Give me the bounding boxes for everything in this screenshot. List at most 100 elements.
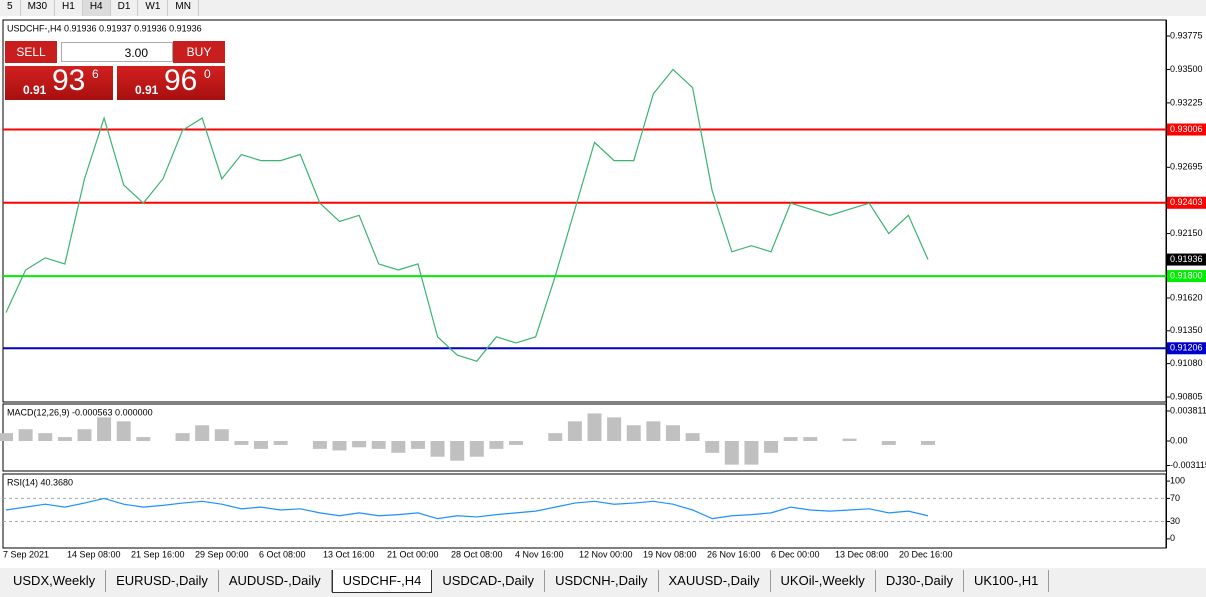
- timeframe-button[interactable]: M30: [21, 0, 56, 16]
- histogram-bar: [626, 425, 641, 442]
- histogram-bar: [38, 433, 53, 442]
- y-tick-label: 0.91620: [1170, 292, 1203, 302]
- symbol-tab[interactable]: USDCAD-,Daily: [432, 570, 546, 592]
- histogram-bar: [764, 441, 779, 453]
- y-tick-label: 0.90805: [1170, 391, 1203, 401]
- price-line: [5, 497, 929, 520]
- ask-big: 96: [164, 64, 198, 97]
- y-tick-label: 0.91350: [1170, 325, 1203, 335]
- histogram-bar: [371, 441, 386, 449]
- panel-title: USDCHF-,H4 0.91936 0.91937 0.91936 0.919…: [7, 23, 202, 33]
- histogram-bar: [175, 433, 190, 442]
- timeframe-button[interactable]: MN: [168, 0, 199, 16]
- histogram-bar: [352, 441, 367, 448]
- histogram-bar: [548, 433, 563, 442]
- histogram-bar: [273, 441, 288, 445]
- histogram-bar: [97, 417, 112, 442]
- histogram-bar: [921, 441, 935, 445]
- histogram-bar: [685, 433, 700, 442]
- histogram-bar: [136, 437, 151, 442]
- y-tick-label: 0.92695: [1170, 162, 1203, 172]
- level-label-bg: [1167, 196, 1206, 209]
- ask-small: 0: [204, 67, 211, 81]
- x-tick-label: 7 Sep 2021: [3, 549, 49, 559]
- timeframe-button[interactable]: H1: [55, 0, 83, 16]
- ask-box[interactable]: 0.91 96 0: [117, 64, 225, 100]
- timeframe-button[interactable]: D1: [111, 0, 139, 16]
- histogram-bar: [450, 441, 465, 461]
- symbol-tabs: USDX,Weekly EURUSD-,Daily AUDUSD-,Daily USD…: [0, 568, 1206, 597]
- histogram-bar: [646, 421, 661, 442]
- histogram-bar: [391, 441, 406, 453]
- symbol-tab[interactable]: UK100-,H1: [964, 570, 1050, 592]
- panel-title: RSI(14) 40.3680: [7, 477, 73, 487]
- axis-separator: [1166, 20, 1167, 548]
- symbol-tab[interactable]: XAUUSD-,Daily: [659, 570, 771, 592]
- histogram-bar: [410, 441, 425, 449]
- histogram-bar: [214, 429, 229, 442]
- histogram-bar: [607, 417, 622, 442]
- symbol-tab[interactable]: AUDUSD-,Daily: [219, 570, 332, 592]
- x-tick-label: 4 Nov 16:00: [515, 549, 564, 559]
- histogram-bar: [57, 437, 72, 442]
- level-label-bg: [1167, 342, 1206, 355]
- y-tick-label: 0.92150: [1170, 228, 1203, 238]
- timeframe-button[interactable]: H4: [82, 0, 111, 16]
- y-tick-label: -0.003115: [1170, 460, 1206, 470]
- price-line: [5, 68, 929, 362]
- symbol-tab[interactable]: DJ30-,Daily: [876, 570, 964, 592]
- bid-small: 6: [92, 67, 99, 81]
- histogram-bar: [116, 421, 131, 442]
- panel-title: MACD(12,26,9) -0.000563 0.000000: [7, 407, 153, 417]
- y-tick-label: 0.93775: [1170, 30, 1203, 40]
- histogram-bar: [312, 441, 327, 449]
- symbol-tab[interactable]: USDX,Weekly: [3, 570, 107, 592]
- symbol-tab[interactable]: USDCNH-,Daily: [545, 570, 659, 592]
- x-tick-label: 6 Oct 08:00: [259, 549, 306, 559]
- symbol-tab[interactable]: EURUSD-,Daily: [106, 570, 219, 592]
- y-tick-label: 100: [1170, 475, 1185, 485]
- x-tick-label: 13 Dec 08:00: [835, 549, 889, 559]
- level-label: 0.93006: [1170, 124, 1203, 134]
- x-tick-label: 12 Nov 00:00: [579, 549, 633, 559]
- histogram-bar: [254, 441, 269, 449]
- panel-frame: [2, 473, 1167, 549]
- histogram-bar: [665, 425, 680, 442]
- histogram-bar: [489, 441, 504, 449]
- symbol-tab[interactable]: USDCHF-,H4: [331, 570, 433, 593]
- y-tick-label: 0: [1170, 533, 1175, 543]
- histogram-bar: [587, 413, 602, 442]
- sell-button[interactable]: SELL: [5, 41, 57, 63]
- histogram-bar: [724, 441, 739, 465]
- y-tick-label: 70: [1170, 493, 1180, 503]
- volume-input[interactable]: 3.00: [61, 42, 173, 62]
- level-label-bg: [1167, 270, 1206, 283]
- y-tick-label: 0.91080: [1170, 358, 1203, 368]
- histogram-bar: [803, 437, 818, 442]
- level-label: 0.91800: [1170, 270, 1203, 280]
- histogram-bar: [332, 441, 347, 451]
- trade-panel: SELL 3.00 BUY 0.91 93 6 0.91 96 0: [5, 41, 225, 100]
- y-tick-label: 30: [1170, 516, 1180, 526]
- current-price-bg: [1167, 253, 1206, 266]
- y-tick-label: 0.93500: [1170, 64, 1203, 74]
- timeframe-button[interactable]: W1: [138, 0, 169, 16]
- timeframe-bar: 5 M30 H1 H4 D1 W1 MN: [0, 0, 1206, 16]
- histogram-bar: [195, 425, 210, 442]
- histogram-bar: [744, 441, 759, 465]
- x-tick-label: 21 Sep 16:00: [131, 549, 185, 559]
- buy-button[interactable]: BUY: [173, 41, 225, 63]
- ask-prefix: 0.91: [135, 83, 159, 97]
- x-tick-label: 6 Dec 00:00: [771, 549, 820, 559]
- symbol-tab[interactable]: UKOil-,Weekly: [771, 570, 876, 592]
- x-tick-label: 13 Oct 16:00: [323, 549, 375, 559]
- x-tick-label: 26 Nov 16:00: [707, 549, 761, 559]
- chart-area: USDCHF-,H4 0.91936 0.91937 0.91936 0.919…: [0, 19, 1206, 559]
- histogram-bar: [783, 437, 798, 442]
- timeframe-button[interactable]: 5: [0, 0, 21, 16]
- y-tick-label: 0.00: [1170, 435, 1188, 445]
- level-label: 0.91206: [1170, 343, 1203, 353]
- bid-box[interactable]: 0.91 93 6: [5, 64, 113, 100]
- histogram-bar: [881, 441, 896, 445]
